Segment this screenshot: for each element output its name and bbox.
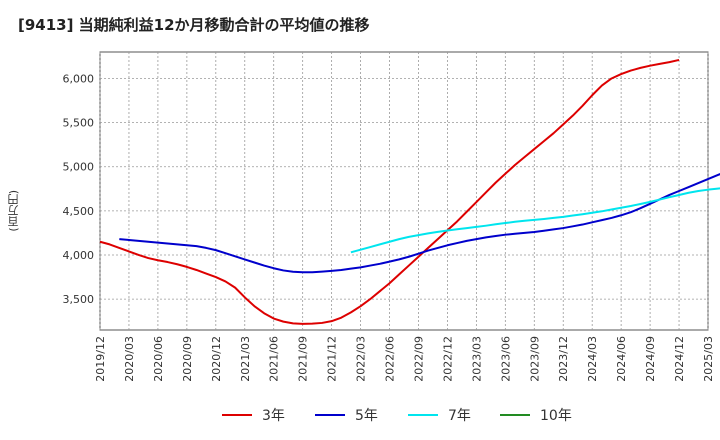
x-tick-label: 2021/06: [268, 336, 281, 382]
series-line-3年: [99, 58, 680, 325]
x-tick-label: 2024/09: [644, 336, 657, 382]
series-line-5年: [119, 173, 720, 274]
x-tick-label: 2022/09: [412, 336, 425, 382]
legend-swatch: [408, 414, 438, 416]
legend-label: 3年: [262, 408, 285, 424]
x-tick-label: 2021/03: [239, 336, 252, 382]
legend-swatch: [222, 414, 252, 416]
x-tick-label: 2022/06: [384, 336, 397, 382]
x-tick-label: 2024/03: [586, 336, 599, 382]
x-tick-label: 2023/06: [499, 336, 512, 382]
x-tick-label: 2021/12: [326, 336, 339, 382]
x-tick-label: 2023/12: [557, 336, 570, 382]
legend-item: 3年: [222, 404, 285, 426]
x-tick-label: 2019/12: [94, 336, 107, 382]
x-tick-label: 2023/03: [470, 336, 483, 382]
legend-label: 10年: [540, 408, 572, 424]
y-tick-label: 4,000: [63, 249, 95, 262]
y-tick-labels: 3,500 4,000 4,500 5,000 5,500 6,000: [63, 72, 95, 306]
y-tick-label: 5,000: [63, 161, 95, 174]
y-tick-label: 5,500: [63, 117, 95, 130]
x-tick-label: 2024/12: [673, 336, 686, 382]
series-lines: [99, 58, 720, 325]
legend-swatch: [500, 414, 530, 416]
legend-item: 10年: [500, 404, 572, 426]
chart-title: [9413] 当期純利益12か月移動合計の平均値の推移: [18, 16, 370, 34]
legend-label: 5年: [355, 408, 378, 424]
y-tick-label: 4,500: [63, 205, 95, 218]
x-tick-label: 2022/03: [355, 336, 368, 382]
plot-area: [99, 51, 709, 331]
y-tick-label: 6,000: [63, 72, 95, 85]
x-tick-label: 2024/06: [615, 336, 628, 382]
x-tick-labels: 2019/12 2020/03 2020/06 2020/09 2020/12 2021/…: [94, 336, 715, 382]
series-line-7年: [350, 187, 720, 254]
x-tick-label: 2021/09: [297, 336, 310, 382]
x-tick-label: 2020/06: [152, 336, 165, 382]
legend-item: 5年: [315, 404, 378, 426]
legend-label: 7年: [448, 408, 471, 424]
legend-item: 7年: [408, 404, 471, 426]
x-tick-label: 2020/12: [210, 336, 223, 382]
x-tick-label: 2020/09: [181, 336, 194, 382]
grid: [99, 52, 709, 330]
x-tick-label: 2022/12: [441, 336, 454, 382]
legend-swatch: [315, 414, 345, 416]
x-tick-label: 2023/09: [528, 336, 541, 382]
x-tick-label: 2020/03: [123, 336, 136, 382]
x-tick-label: 2025/03: [702, 336, 715, 382]
legend: 3年 5年 7年 10年: [0, 404, 720, 426]
y-tick-label: 3,500: [63, 293, 95, 306]
